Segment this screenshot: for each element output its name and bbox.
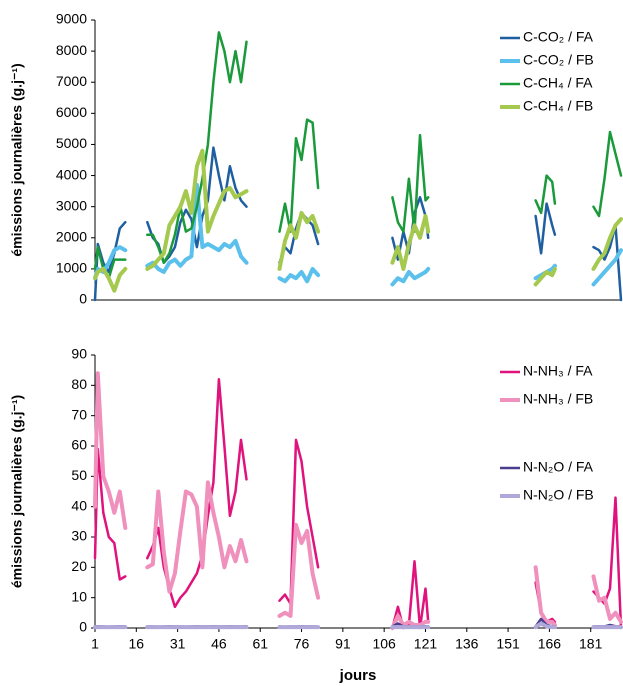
y-tick-label: 4000: [56, 166, 87, 182]
legend-label: N-NH₃ / FA: [523, 363, 593, 379]
x-axis-label: jours: [339, 667, 377, 684]
y-tick-label: 80: [71, 376, 87, 392]
series-line: [93, 182, 623, 287]
y-tick-label: 5000: [56, 135, 87, 151]
x-tick-label: 136: [455, 636, 479, 652]
x-tick-label: 121: [414, 636, 438, 652]
legend-label: N-NH₃ / FB: [523, 391, 593, 407]
y-axis-label: émissions journalières (g.j⁻¹): [9, 63, 25, 256]
y-tick-label: 90: [71, 346, 87, 362]
x-tick-label: 16: [129, 636, 145, 652]
x-tick-label: 91: [335, 636, 351, 652]
series-line: [93, 621, 623, 630]
y-tick-label: 0: [79, 291, 87, 307]
y-tick-label: 9000: [56, 11, 87, 27]
y-tick-label: 10: [71, 588, 87, 604]
x-tick-label: 166: [538, 636, 562, 652]
x-tick-label: 181: [579, 636, 603, 652]
x-tick-label: 31: [170, 636, 186, 652]
x-tick-label: 151: [496, 636, 520, 652]
y-tick-label: 20: [71, 558, 87, 574]
legend-label: C-CO₂ / FA: [523, 29, 594, 45]
y-axis-label: émissions journalières (g.j⁻¹): [9, 395, 25, 588]
y-tick-label: 40: [71, 497, 87, 513]
y-tick-label: 0: [79, 619, 87, 635]
y-tick-label: 50: [71, 467, 87, 483]
y-tick-label: 2000: [56, 228, 87, 244]
series-line: [93, 371, 623, 630]
y-tick-label: 60: [71, 437, 87, 453]
legend-label: N-N₂O / FA: [523, 459, 594, 475]
x-tick-label: 76: [294, 636, 310, 652]
legend-label: N-N₂O / FB: [523, 487, 594, 503]
y-tick-label: 6000: [56, 104, 87, 120]
y-tick-label: 1000: [56, 260, 87, 276]
y-tick-label: 70: [71, 406, 87, 422]
y-tick-label: 30: [71, 528, 87, 544]
legend-label: C-CH₄ / FB: [523, 98, 593, 114]
x-tick-label: 106: [372, 636, 396, 652]
legend-label: C-CO₂ / FB: [523, 52, 594, 68]
x-tick-label: 1: [91, 636, 99, 652]
y-tick-label: 7000: [56, 73, 87, 89]
series-line: [93, 148, 623, 293]
series-line: [93, 378, 623, 630]
y-tick-label: 3000: [56, 197, 87, 213]
legend-label: C-CH₄ / FA: [523, 75, 593, 91]
x-tick-label: 61: [252, 636, 268, 652]
y-tick-label: 8000: [56, 42, 87, 58]
x-tick-label: 46: [211, 636, 227, 652]
